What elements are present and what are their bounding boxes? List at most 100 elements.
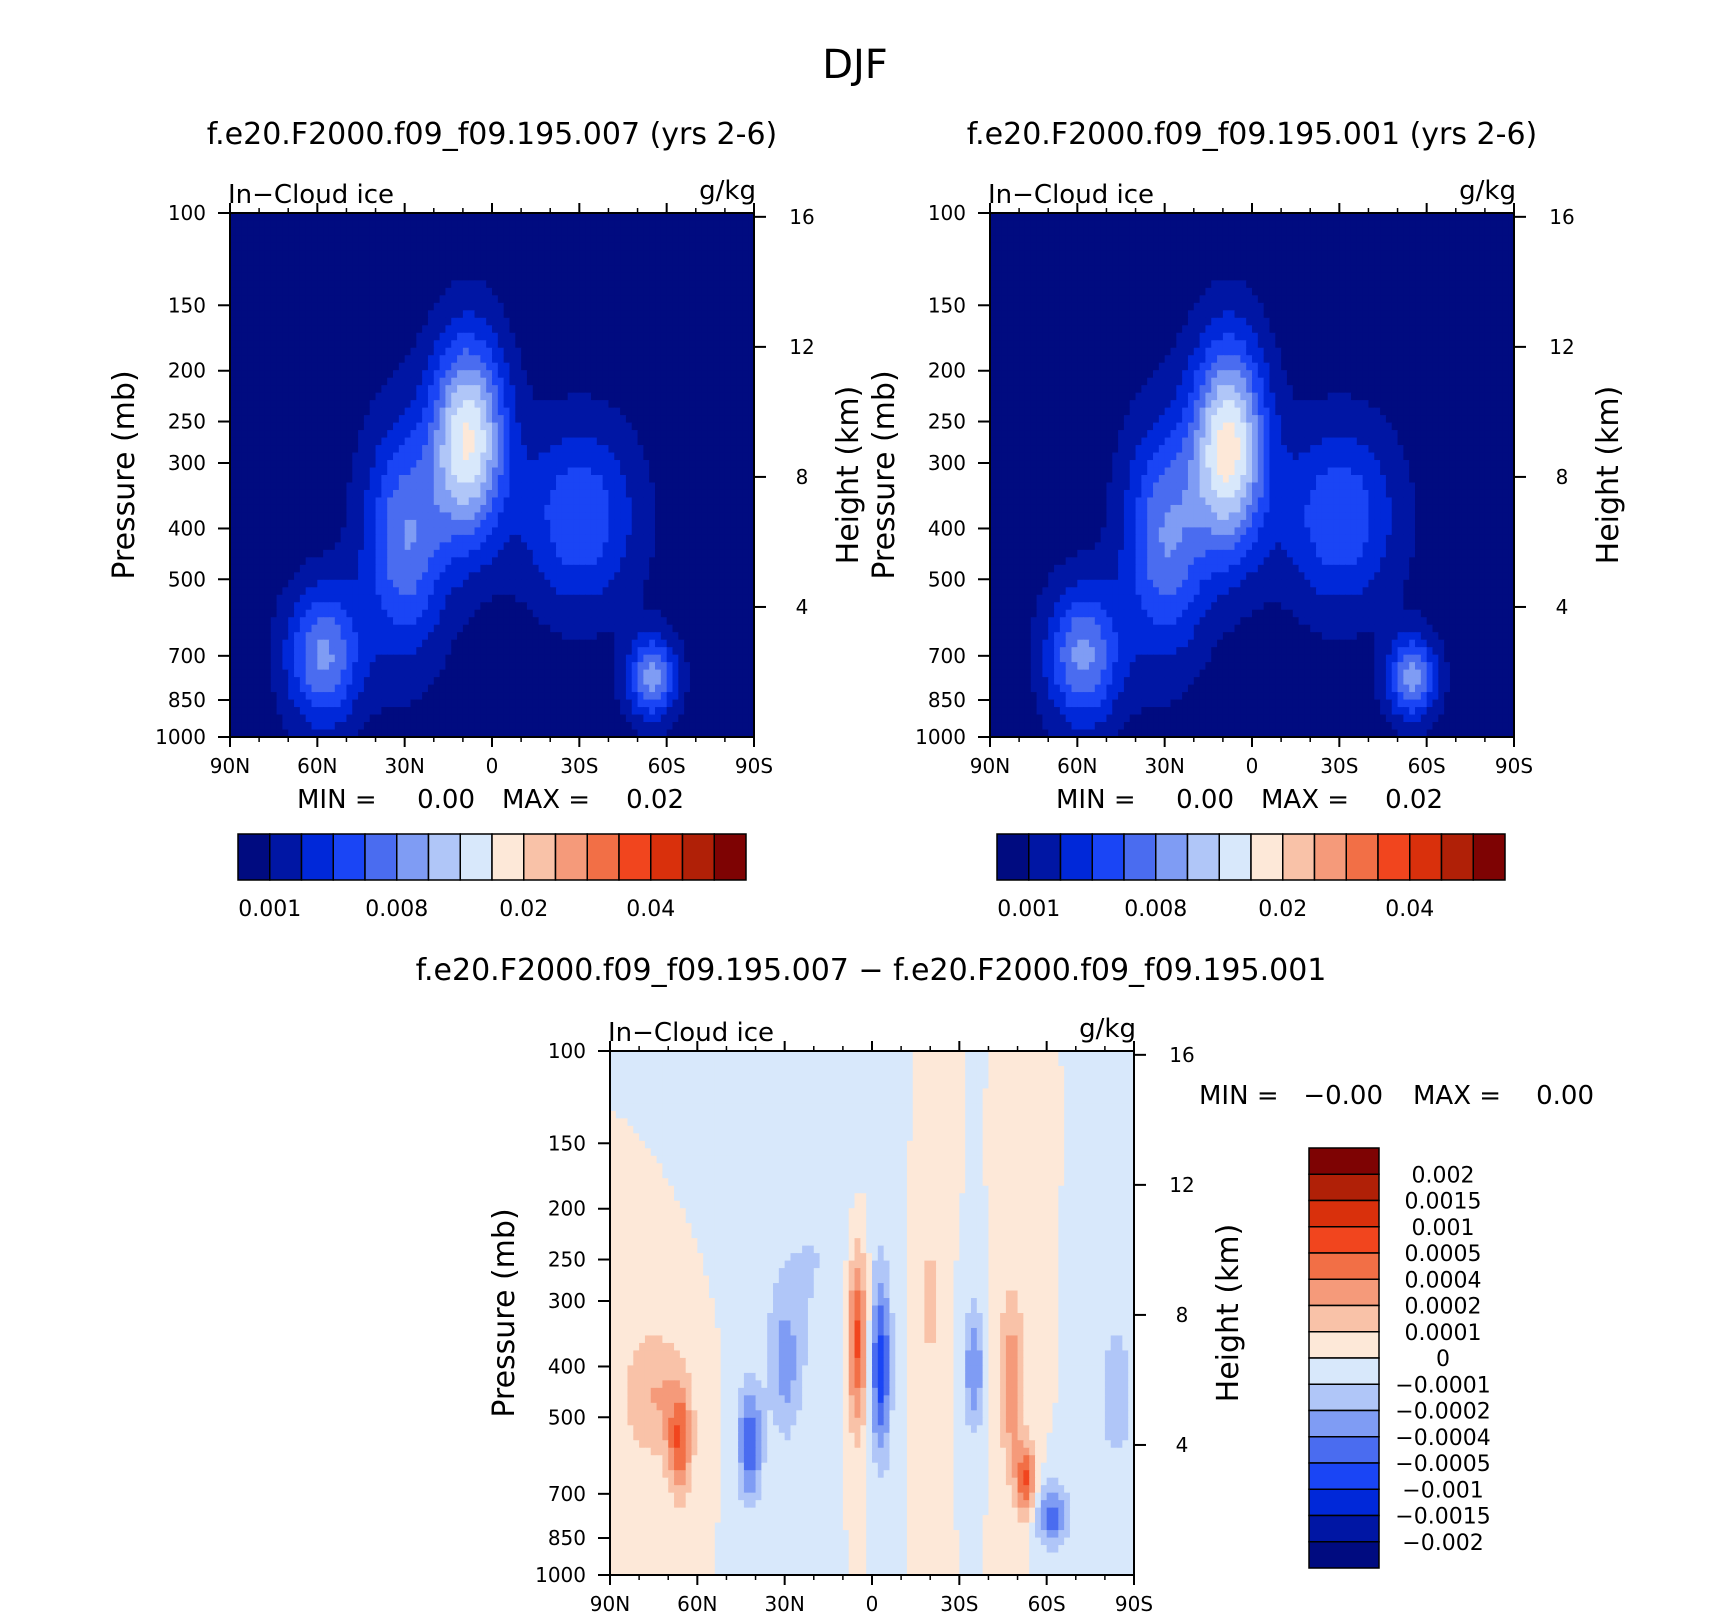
- contour-cell: [527, 542, 533, 550]
- contour-cell: [265, 363, 271, 371]
- contour-cell: [678, 617, 684, 625]
- contour-cell: [376, 400, 382, 408]
- contour-cell: [504, 250, 510, 258]
- contour-cell: [451, 333, 457, 341]
- contour-cell: [713, 497, 719, 505]
- contour-cell: [707, 475, 713, 483]
- contour-cell: [591, 280, 597, 288]
- contour-cell: [731, 415, 737, 423]
- contour-cell: [376, 258, 382, 266]
- contour-cell: [608, 527, 614, 535]
- contour-cell: [544, 497, 550, 505]
- contour-cell: [428, 258, 434, 266]
- contour-cell: [329, 497, 335, 505]
- contour-cell: [614, 445, 620, 453]
- contour-cell: [620, 400, 626, 408]
- contour-cell: [643, 572, 649, 580]
- contour-cell: [422, 363, 428, 371]
- contour-cell: [737, 318, 743, 326]
- contour-cell: [306, 423, 312, 431]
- contour-cell: [597, 243, 603, 251]
- contour-cell: [608, 460, 614, 468]
- contour-cell: [463, 348, 469, 356]
- contour-cell: [504, 550, 510, 558]
- contour-cell: [620, 348, 626, 356]
- contour-cell: [684, 602, 690, 610]
- contour-cell: [568, 280, 574, 288]
- contour-cell: [585, 265, 591, 273]
- contour-cell: [346, 288, 352, 296]
- contour-cell: [445, 243, 451, 251]
- contour-cell: [585, 310, 591, 318]
- contour-cell: [684, 258, 690, 266]
- contour-cell: [678, 310, 684, 318]
- contour-cell: [562, 512, 568, 520]
- contour-cell: [568, 303, 574, 311]
- contour-cell: [713, 408, 719, 416]
- contour-cell: [661, 400, 667, 408]
- contour-cell: [381, 557, 387, 565]
- contour-cell: [282, 273, 288, 281]
- contour-cell: [242, 258, 248, 266]
- contour-cell: [457, 602, 463, 610]
- contour-cell: [422, 453, 428, 461]
- contour-cell: [469, 542, 475, 550]
- contour-cell: [247, 602, 253, 610]
- contour-cell: [265, 265, 271, 273]
- contour-cell: [620, 303, 626, 311]
- contour-cell: [731, 602, 737, 610]
- contour-cell: [236, 370, 242, 378]
- contour-cell: [445, 325, 451, 333]
- contour-cell: [597, 610, 603, 618]
- contour-cell: [463, 475, 469, 483]
- contour-cell: [352, 415, 358, 423]
- contour-cell: [725, 542, 731, 550]
- contour-cell: [672, 303, 678, 311]
- contour-cell: [643, 265, 649, 273]
- contour-cell: [317, 228, 323, 236]
- contour-cell: [457, 535, 463, 543]
- contour-cell: [376, 340, 382, 348]
- contour-cell: [306, 430, 312, 438]
- contour-cell: [463, 400, 469, 408]
- contour-cell: [649, 363, 655, 371]
- contour-cell: [527, 370, 533, 378]
- contour-cell: [504, 370, 510, 378]
- contour-cell: [428, 497, 434, 505]
- contour-cell: [405, 288, 411, 296]
- contour-cell: [504, 610, 510, 618]
- contour-cell: [381, 408, 387, 416]
- contour-cell: [696, 333, 702, 341]
- contour-cell: [288, 475, 294, 483]
- contour-cell: [445, 468, 451, 476]
- contour-cell: [707, 265, 713, 273]
- contour-cell: [469, 497, 475, 505]
- contour-cell: [649, 400, 655, 408]
- contour-cell: [568, 220, 574, 228]
- contour-cell: [329, 445, 335, 453]
- contour-cell: [684, 235, 690, 243]
- contour-cell: [568, 430, 574, 438]
- contour-cell: [457, 475, 463, 483]
- contour-cell: [277, 370, 283, 378]
- contour-cell: [597, 303, 603, 311]
- contour-cell: [649, 213, 655, 221]
- contour-cell: [544, 243, 550, 251]
- contour-cell: [550, 482, 556, 490]
- contour-cell: [643, 535, 649, 543]
- contour-cell: [294, 535, 300, 543]
- contour-cell: [539, 565, 545, 573]
- contour-cell: [597, 213, 603, 221]
- contour-cell: [410, 602, 416, 610]
- contour-cell: [463, 468, 469, 476]
- contour-cell: [684, 280, 690, 288]
- contour-cell: [364, 258, 370, 266]
- contour-cell: [638, 580, 644, 588]
- contour-cell: [480, 393, 486, 401]
- contour-cell: [719, 512, 725, 520]
- contour-cell: [440, 453, 446, 461]
- contour-cell: [626, 348, 632, 356]
- contour-cell: [672, 595, 678, 603]
- contour-cell: [277, 505, 283, 513]
- contour-cell: [341, 228, 347, 236]
